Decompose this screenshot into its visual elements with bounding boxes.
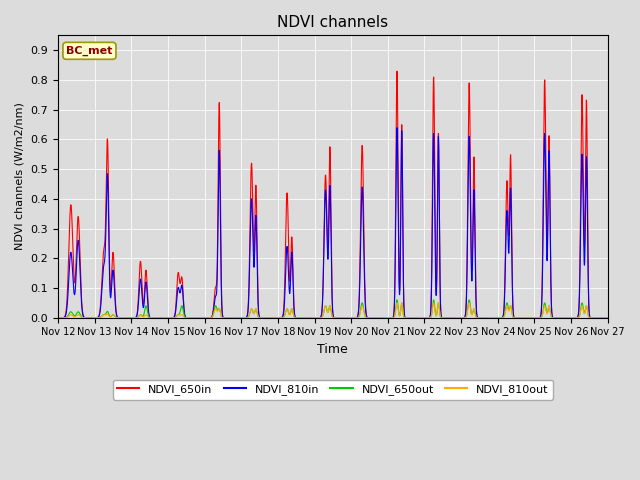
NDVI_810in [550,315,558,321]
NDVI_810in [393,125,401,131]
NDVI_650out [398,300,406,306]
NDVI_810out [575,314,582,320]
NDVI_810out [550,315,558,321]
NDVI_650out [575,314,582,320]
NDVI_810in [553,315,561,321]
NDVI_650in [265,315,273,321]
NDVI_650out [553,315,561,321]
NDVI_650in [54,315,62,321]
NDVI_810out [604,315,612,321]
NDVI_650out [54,315,62,321]
NDVI_650in [393,68,401,74]
Line: NDVI_810in: NDVI_810in [58,128,608,318]
NDVI_650in [120,315,127,321]
NDVI_810in [398,139,406,144]
NDVI_650out [465,297,473,303]
Title: NDVI channels: NDVI channels [277,15,388,30]
NDVI_650out [265,315,273,321]
NDVI_810out [54,315,62,321]
NDVI_650in [398,133,406,139]
NDVI_810in [120,315,127,321]
NDVI_810out [553,315,561,321]
NDVI_650out [120,315,127,321]
NDVI_650in [553,315,561,321]
X-axis label: Time: Time [317,343,348,356]
Y-axis label: NDVI channels (W/m2/nm): NDVI channels (W/m2/nm) [15,103,25,251]
NDVI_810in [54,315,62,321]
NDVI_810out [465,300,473,306]
Legend: NDVI_650in, NDVI_810in, NDVI_650out, NDVI_810out: NDVI_650in, NDVI_810in, NDVI_650out, NDV… [113,380,553,399]
NDVI_650in [575,309,582,314]
Line: NDVI_650out: NDVI_650out [58,300,608,318]
NDVI_650out [604,315,612,321]
NDVI_810out [398,300,406,306]
Line: NDVI_810out: NDVI_810out [58,303,608,318]
NDVI_650in [550,315,558,321]
Text: BC_met: BC_met [67,46,113,56]
NDVI_810in [604,315,612,321]
Line: NDVI_650in: NDVI_650in [58,71,608,318]
NDVI_650in [604,315,612,321]
NDVI_810in [575,310,582,316]
NDVI_810in [265,315,273,321]
NDVI_650out [550,315,558,321]
NDVI_810out [120,315,127,321]
NDVI_810out [265,315,273,321]
